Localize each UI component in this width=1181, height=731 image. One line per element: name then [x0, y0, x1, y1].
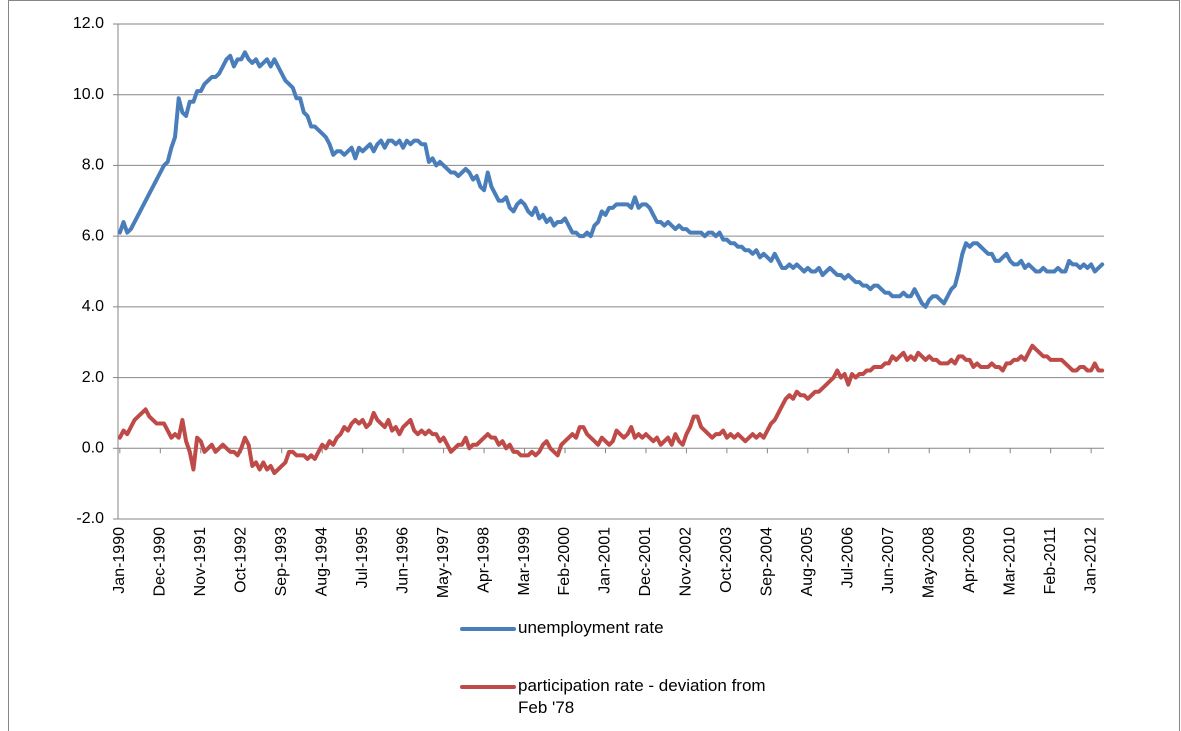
legend-label: participation rate - deviation from Feb … [518, 676, 766, 717]
x-tick-label: Jun-1996 [394, 527, 411, 594]
x-tick-label: Jan-2001 [597, 527, 614, 594]
y-tick-label: 8.0 [82, 157, 104, 174]
y-tick-label: 2.0 [82, 369, 104, 386]
chart-border [8, 0, 1180, 731]
x-tick-label: May-1997 [435, 527, 452, 598]
x-tick-label: May-2008 [920, 527, 937, 598]
x-tick-label: Feb-2011 [1042, 527, 1059, 594]
y-tick-label: 0.0 [82, 440, 104, 457]
x-tick-label: Dec-2001 [637, 527, 654, 596]
y-tick-label: 4.0 [82, 298, 104, 315]
x-tick-label: Aug-2005 [799, 527, 816, 596]
x-tick-label: Jun-2007 [880, 527, 897, 594]
series-line [117, 343, 1105, 476]
y-tick-label: 10.0 [73, 86, 104, 103]
x-tick-label: Nov-1991 [192, 527, 209, 596]
x-tick-label: Sep-1993 [273, 527, 290, 596]
x-tick-label: Oct-1992 [232, 527, 249, 593]
x-tick-label: Sep-2004 [759, 527, 776, 596]
x-tick-label: Mar-2010 [1001, 527, 1018, 596]
y-tick-label: 6.0 [82, 227, 104, 244]
legend-swatch [460, 627, 516, 631]
legend-swatch [460, 685, 516, 689]
x-tick-label: Jan-2012 [1082, 527, 1099, 594]
x-tick-label: Apr-2009 [961, 527, 978, 593]
series-line [117, 50, 1105, 309]
y-tick-label: -2.0 [76, 510, 104, 527]
y-tick-label: 12.0 [73, 15, 104, 32]
x-tick-label: Aug-1994 [313, 527, 330, 596]
x-tick-label: Mar-1999 [516, 527, 533, 596]
x-tick-label: Jul-2006 [840, 527, 857, 588]
x-tick-label: Jan-1990 [111, 527, 128, 594]
x-tick-label: Dec-1990 [152, 527, 169, 596]
x-tick-label: Jul-1995 [354, 527, 371, 588]
x-tick-label: Oct-2003 [718, 527, 735, 593]
x-tick-label: Feb-2000 [556, 527, 573, 596]
x-tick-label: Nov-2002 [678, 527, 695, 596]
x-tick-label: Apr-1998 [475, 527, 492, 593]
legend-label: unemployment rate [518, 618, 664, 637]
